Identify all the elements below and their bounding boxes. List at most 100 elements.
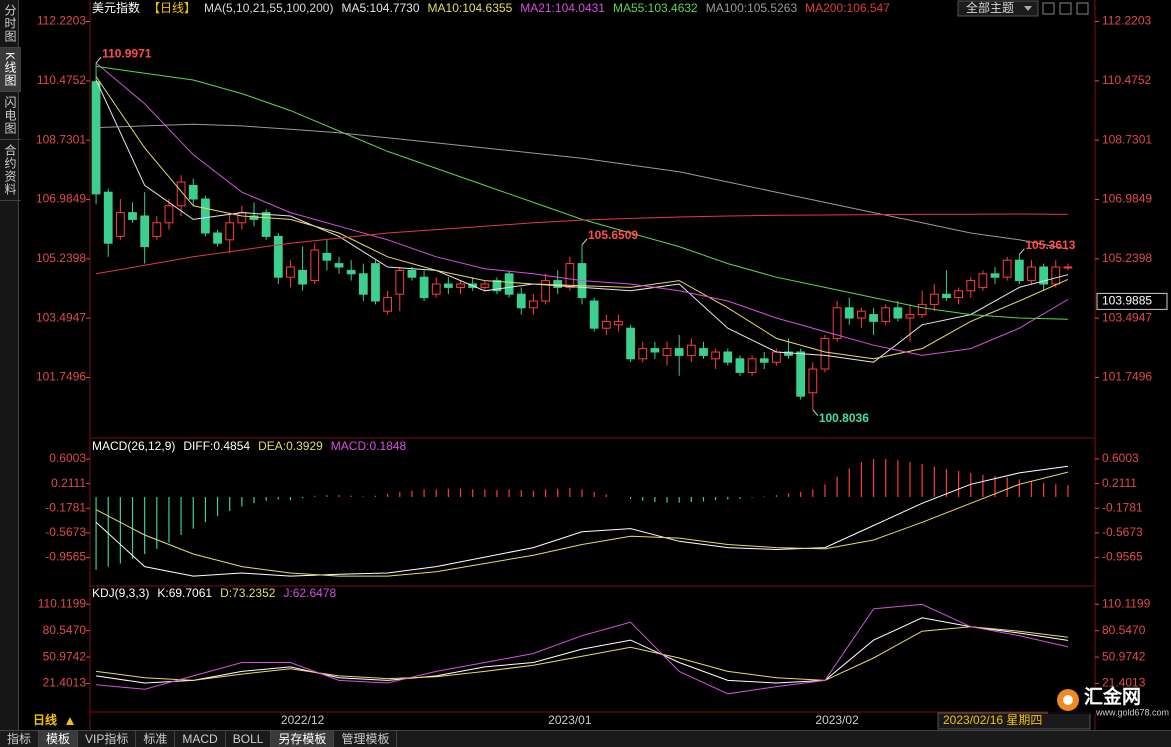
y-tick-label: 110.1199 <box>1102 596 1151 610</box>
indicator-line <box>96 123 1068 250</box>
candle-body <box>103 191 113 244</box>
price-tag-box <box>1096 292 1168 310</box>
toolbar-icon[interactable] <box>1076 2 1089 15</box>
annotation: 110.9971 <box>102 46 152 60</box>
candle-body <box>990 273 1000 278</box>
period-arrow[interactable] <box>66 717 74 725</box>
y-tick-label: 110.4752 <box>1102 73 1151 87</box>
sidebar-tab[interactable]: K线图 <box>0 48 21 93</box>
legend-entry: MA200:106.547 <box>805 1 890 15</box>
sidebar-tab[interactable]: 闪电图 <box>0 92 21 141</box>
cursor-date: 2023/02/16 星期四 <box>943 713 1042 727</box>
candle-body <box>553 280 563 288</box>
y-tick-label: 0.6003 <box>49 451 86 465</box>
sidebar-tab[interactable]: 合约资料 <box>0 140 21 202</box>
bottom-tab[interactable]: BOLL <box>226 731 272 747</box>
candle-body <box>686 344 696 356</box>
legend-entry: D:73.2352 <box>220 586 276 600</box>
candle-body <box>541 280 550 302</box>
candle-body <box>881 307 891 322</box>
candle-body <box>589 300 599 329</box>
candle-body <box>492 280 502 292</box>
indicator-line <box>95 465 1068 577</box>
candle-body <box>358 273 368 295</box>
bottom-tab[interactable]: MACD <box>175 731 226 747</box>
annotation-pointer <box>812 409 819 416</box>
candle-body <box>237 212 247 224</box>
sidebar: 分时图 K线图 闪电图 合约资料 <box>0 0 21 730</box>
candle-body <box>1051 266 1061 285</box>
toolbar-icon[interactable] <box>1059 2 1072 15</box>
bottom-tab[interactable]: 另存模板 <box>271 731 335 747</box>
candle-body <box>929 293 939 305</box>
logo-name: 汇金网 <box>1084 685 1141 708</box>
y-tick-label: 21.4013 <box>1102 676 1146 690</box>
candle-body <box>905 314 915 319</box>
bottom-tab[interactable]: 指标 <box>0 731 40 747</box>
candle-body <box>771 351 781 363</box>
candle-body <box>298 269 307 285</box>
y-tick-label: 103.4947 <box>1102 310 1152 324</box>
y-tick-label: 106.9849 <box>36 192 86 206</box>
bottom-tab[interactable]: 标准 <box>136 731 176 747</box>
indicator-line <box>96 617 1068 684</box>
y-tick-label: 105.2398 <box>36 251 86 265</box>
annotation: 105.3613 <box>1025 238 1075 252</box>
legend-entry: MA10:104.6355 <box>428 1 513 15</box>
candle-body <box>188 184 198 200</box>
candle-body <box>273 235 283 278</box>
y-tick-label: 50.9742 <box>43 649 87 663</box>
candle-body <box>820 337 830 370</box>
y-tick-label: -0.9565 <box>1102 550 1143 564</box>
y-tick-label: 0.2111 <box>51 476 86 490</box>
logo-url: www.gold678.com <box>1095 707 1169 717</box>
y-tick-label: 112.2203 <box>37 14 86 28</box>
chart: 全部主题 日线 美元指数 【日线】 MA(5,10,21,55,100,200) MA… <box>33 0 1171 730</box>
bottom-tab[interactable]: 管理模板 <box>334 731 398 747</box>
indicator-line <box>96 65 1068 320</box>
candle-body <box>504 273 514 295</box>
candle-body <box>346 269 356 275</box>
tab-bar: 指标 模板 VIP指标 标准 MACD BOLL 另存模板 管理模板 <box>0 730 1171 747</box>
candle-body <box>286 266 295 278</box>
y-tick-label: 0.2111 <box>1102 476 1137 490</box>
indicator-line <box>95 79 1069 363</box>
candle-body <box>784 351 793 356</box>
y-tick-label: 50.9742 <box>1102 649 1146 663</box>
bottom-tab[interactable]: 模板 <box>39 731 79 747</box>
y-tick-label: 112.2203 <box>1102 14 1151 28</box>
indicator-label: MA(5,10,21,55,100,200) <box>204 1 333 15</box>
y-tick-label: -0.5673 <box>1102 525 1143 539</box>
candle-body <box>164 205 174 224</box>
candle-body <box>395 269 405 295</box>
indicator-line <box>95 471 1069 577</box>
logo-icon <box>1063 695 1073 705</box>
candle-body <box>334 263 344 268</box>
candle-body <box>516 293 526 309</box>
candle-body <box>832 307 842 339</box>
theme-label[interactable]: 全部主题 <box>966 0 1014 15</box>
toolbar-icon[interactable] <box>1042 2 1055 15</box>
candle-body <box>91 81 101 195</box>
period-label[interactable]: 日线 <box>33 712 57 727</box>
y-tick-label: -0.1781 <box>1102 500 1143 514</box>
annotation-pointer <box>1018 248 1025 256</box>
y-tick-label: 101.7496 <box>1102 370 1152 384</box>
y-tick-label: -0.9565 <box>45 550 86 564</box>
candle-body <box>383 297 393 312</box>
candle-body <box>419 276 429 299</box>
theme-dropdown[interactable] <box>957 0 1039 17</box>
logo: 汇金网 www.gold678.com <box>1048 685 1171 717</box>
candle-body <box>322 252 332 261</box>
candle-body <box>431 283 441 295</box>
sidebar-tab[interactable]: 分时图 <box>0 0 21 48</box>
bottom-tab[interactable]: VIP指标 <box>78 731 137 747</box>
candle-body <box>954 290 963 299</box>
annotation: 100.8036 <box>819 411 869 425</box>
candle-body <box>747 358 757 373</box>
x-tick-label: 2023/02 <box>815 713 859 727</box>
y-tick-label: -0.5673 <box>45 525 86 539</box>
dropdown-arrow[interactable] <box>1024 6 1032 11</box>
y-tick-label: 110.1199 <box>38 596 87 610</box>
candle-body <box>674 348 684 356</box>
